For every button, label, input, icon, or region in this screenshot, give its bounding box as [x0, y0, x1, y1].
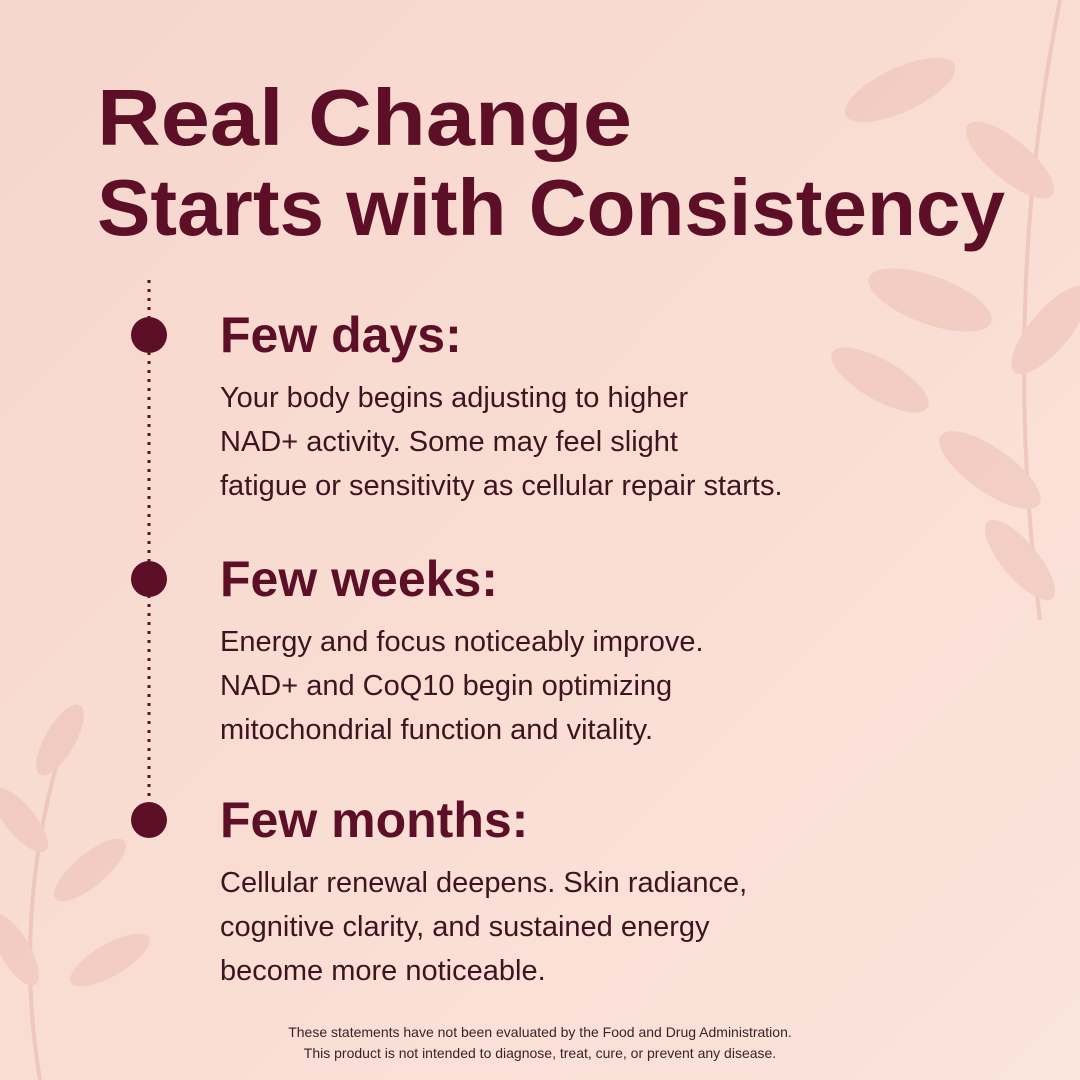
disclaimer: These statements have not been evaluated… [288, 1024, 792, 1040]
step-text: Energy and focus noticeably improve. [220, 626, 704, 658]
step-text: fatigue or sensitivity as cellular repai… [220, 470, 783, 502]
step-heading: Few days: [220, 307, 462, 363]
step-text: NAD+ and CoQ10 begin optimizing [220, 670, 672, 702]
step-heading: Few months: [220, 792, 528, 848]
step-text: Your body begins adjusting to higher [220, 382, 688, 414]
step-text: become more noticeable. [220, 955, 546, 987]
timeline-dot [131, 561, 167, 597]
step-text: mitochondrial function and vitality. [220, 714, 653, 746]
step-heading: Few weeks: [220, 551, 498, 607]
title: Starts with Consistency [97, 163, 1006, 252]
disclaimer: This product is not intended to diagnose… [304, 1045, 776, 1061]
title: Real Change [97, 73, 632, 162]
step-text: NAD+ activity. Some may feel slight [220, 426, 678, 458]
timeline-dot [131, 317, 167, 353]
step-text: Cellular renewal deepens. Skin radiance, [220, 867, 747, 899]
timeline-dot [131, 802, 167, 838]
step-text: cognitive clarity, and sustained energy [220, 911, 710, 943]
